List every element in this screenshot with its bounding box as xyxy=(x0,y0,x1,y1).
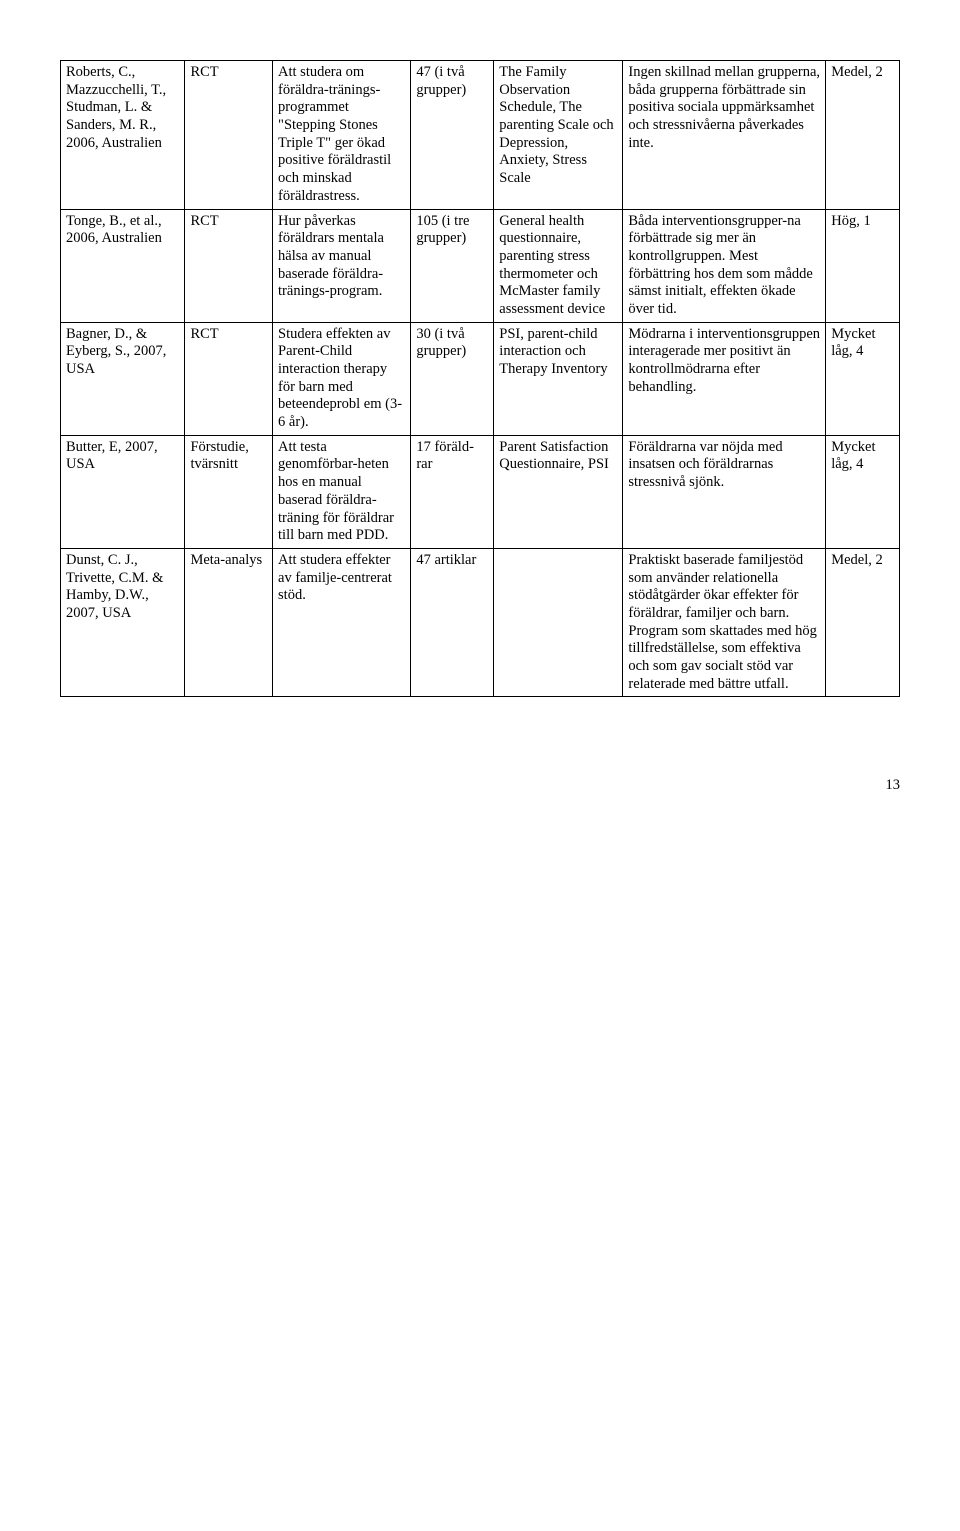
cell-n: 47 artiklar xyxy=(411,548,494,697)
cell-quality: Medel, 2 xyxy=(826,548,900,697)
table-row: Bagner, D., & Eyberg, S., 2007, USA RCT … xyxy=(61,322,900,435)
cell-quality: Mycket låg, 4 xyxy=(826,435,900,548)
table-body: Roberts, C., Mazzucchelli, T., Studman, … xyxy=(61,61,900,697)
cell-n: 30 (i två grupper) xyxy=(411,322,494,435)
cell-purpose: Hur påverkas föräldrars mentala hälsa av… xyxy=(273,209,411,322)
cell-author: Roberts, C., Mazzucchelli, T., Studman, … xyxy=(61,61,185,210)
data-table: Roberts, C., Mazzucchelli, T., Studman, … xyxy=(60,60,900,697)
cell-result: Båda interventionsgrupper-na förbättrade… xyxy=(623,209,826,322)
cell-instrument: Parent Satisfaction Questionnaire, PSI xyxy=(494,435,623,548)
cell-quality: Medel, 2 xyxy=(826,61,900,210)
cell-author: Dunst, C. J., Trivette, C.M. & Hamby, D.… xyxy=(61,548,185,697)
page-number: 13 xyxy=(60,777,900,795)
cell-design: Förstudie, tvärsnitt xyxy=(185,435,273,548)
cell-design: RCT xyxy=(185,61,273,210)
cell-purpose: Att studera effekter av familje-centrera… xyxy=(273,548,411,697)
cell-instrument: General health questionnaire, parenting … xyxy=(494,209,623,322)
cell-quality: Mycket låg, 4 xyxy=(826,322,900,435)
table-row: Dunst, C. J., Trivette, C.M. & Hamby, D.… xyxy=(61,548,900,697)
cell-n: 17 föräld-rar xyxy=(411,435,494,548)
cell-purpose: Att testa genomförbar-heten hos en manua… xyxy=(273,435,411,548)
cell-result: Mödrarna i interventionsgruppen interage… xyxy=(623,322,826,435)
table-row: Tonge, B., et al., 2006, Australien RCT … xyxy=(61,209,900,322)
cell-author: Bagner, D., & Eyberg, S., 2007, USA xyxy=(61,322,185,435)
cell-design: RCT xyxy=(185,209,273,322)
cell-author: Tonge, B., et al., 2006, Australien xyxy=(61,209,185,322)
cell-quality: Hög, 1 xyxy=(826,209,900,322)
cell-instrument: PSI, parent-child interaction och Therap… xyxy=(494,322,623,435)
cell-result: Föräldrarna var nöjda med insatsen och f… xyxy=(623,435,826,548)
cell-author: Butter, E, 2007, USA xyxy=(61,435,185,548)
cell-purpose: Att studera om föräldra-tränings-program… xyxy=(273,61,411,210)
table-row: Butter, E, 2007, USA Förstudie, tvärsnit… xyxy=(61,435,900,548)
cell-result: Ingen skillnad mellan grupperna, båda gr… xyxy=(623,61,826,210)
cell-purpose: Studera effekten av Parent-Child interac… xyxy=(273,322,411,435)
cell-n: 105 (i tre grupper) xyxy=(411,209,494,322)
cell-instrument: The Family Observation Schedule, The par… xyxy=(494,61,623,210)
cell-design: RCT xyxy=(185,322,273,435)
cell-result: Praktiskt baserade familjestöd som använ… xyxy=(623,548,826,697)
cell-instrument xyxy=(494,548,623,697)
cell-design: Meta-analys xyxy=(185,548,273,697)
table-row: Roberts, C., Mazzucchelli, T., Studman, … xyxy=(61,61,900,210)
cell-n: 47 (i två grupper) xyxy=(411,61,494,210)
